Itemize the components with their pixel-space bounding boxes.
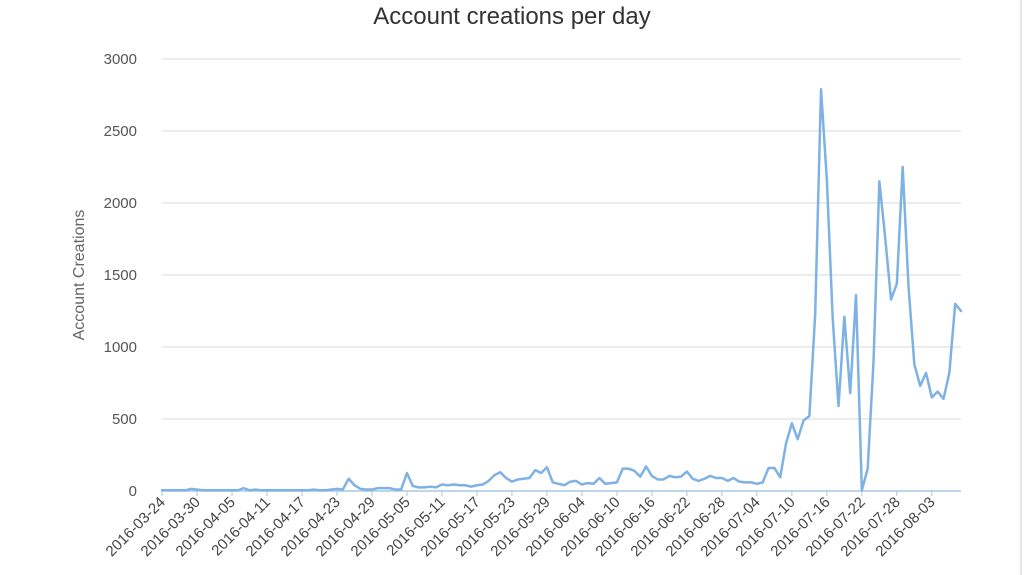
- y-axis-label: Account Creations: [71, 210, 88, 341]
- chart-title: Account creations per day: [373, 3, 651, 30]
- gridlines: [162, 58, 961, 420]
- y-tick-label: 2000: [104, 195, 137, 212]
- x-axis-ticks: 2016-03-242016-03-302016-04-052016-04-11…: [103, 491, 939, 560]
- y-tick-label: 1000: [104, 339, 137, 356]
- y-tick-label: 3000: [104, 51, 137, 68]
- y-axis-ticks: 0 500 1000 1500 2000 2500 3000: [104, 51, 137, 500]
- y-tick-label: 1500: [104, 267, 137, 284]
- series-line: [160, 87, 963, 492]
- y-tick-label: 0: [129, 483, 137, 500]
- y-tick-label: 500: [112, 411, 137, 428]
- series-layer: [160, 87, 963, 492]
- y-tick-label: 2500: [104, 123, 137, 140]
